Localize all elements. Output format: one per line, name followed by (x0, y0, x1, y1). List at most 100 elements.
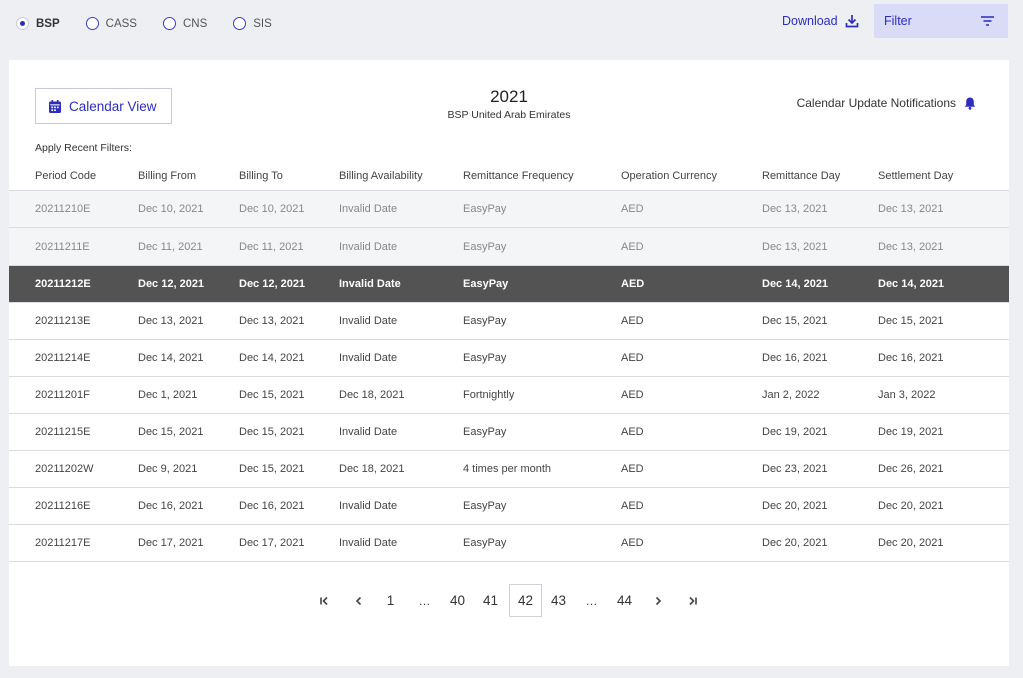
radio-circle (233, 17, 247, 30)
next-page-button[interactable] (648, 584, 668, 617)
table-cell: 20211210E (35, 203, 91, 215)
table-cell: AED (621, 500, 644, 512)
table-cell: 20211211E (35, 240, 90, 253)
table-cell: Dec 13, 2021 (762, 203, 828, 215)
table-row[interactable]: 20211210E Dec 10, 2021 Dec 10, 2021 Invalid… (9, 191, 1009, 228)
table-row[interactable]: 20211214E Dec 14, 2021 Dec 14, 2021 Invalid… (9, 340, 1009, 377)
table-cell: Dec 17, 2021 (239, 537, 305, 549)
radio-label: SIS (253, 17, 272, 30)
calendar-view-button[interactable]: Calendar View (35, 88, 172, 124)
filter-icon (981, 16, 994, 26)
table-cell: Dec 15, 2021 (239, 426, 305, 438)
system-radio-group: BSP CASS CNS SIS (16, 17, 298, 30)
page-button-current[interactable]: 42 (509, 584, 542, 617)
table-cell: EasyPay (463, 278, 509, 290)
table-body: 20211210E Dec 10, 2021 Dec 10, 2021 Invalid… (9, 191, 1009, 562)
page-button[interactable]: 41 (482, 593, 499, 608)
table-cell: Jan 2, 2022 (762, 389, 820, 401)
radio-circle (85, 17, 99, 30)
table-cell: Dec 11, 2021 (239, 240, 304, 253)
table-row[interactable]: 20211213E Dec 13, 2021 Dec 13, 2021 Invalid… (9, 303, 1009, 340)
table-cell: Dec 16, 2021 (878, 352, 944, 364)
table-cell: Dec 13, 2021 (239, 315, 305, 327)
table-cell: AED (621, 352, 644, 364)
page-button[interactable]: 43 (550, 593, 567, 608)
table-cell: Dec 14, 2021 (138, 352, 204, 364)
table-cell: Dec 15, 2021 (878, 315, 944, 327)
table-cell: EasyPay (463, 426, 507, 438)
table-cell: Invalid Date (339, 500, 398, 512)
table-cell: Dec 20, 2021 (762, 500, 828, 512)
table-cell: Dec 9, 2021 (138, 463, 198, 475)
page-button[interactable]: 40 (449, 593, 466, 608)
table-cell: Dec 13, 2021 (878, 203, 944, 215)
bell-icon (964, 97, 976, 110)
page-button[interactable]: 1 (386, 593, 395, 608)
table-row[interactable]: 20211212E Dec 12, 2021 Dec 12, 2021 Invalid… (9, 266, 1009, 303)
table-cell: Invalid Date (339, 426, 398, 438)
table-cell: Dec 1, 2021 (138, 389, 198, 401)
calendar-view-label: Calendar View (69, 98, 157, 114)
download-icon (845, 15, 858, 28)
column-header[interactable]: Remittance Frequency (463, 170, 574, 182)
column-header[interactable]: Billing To (239, 170, 283, 182)
radio-cns[interactable]: CNS (162, 17, 208, 30)
table-cell: EasyPay (463, 500, 507, 512)
column-header[interactable]: Billing From (138, 170, 197, 182)
column-header[interactable]: Period Code (35, 170, 97, 182)
table-cell: 20211215E (35, 426, 91, 438)
previous-page-button[interactable] (349, 584, 369, 617)
table-cell: Dec 13, 2021 (138, 315, 204, 327)
table-cell: Dec 20, 2021 (878, 537, 944, 549)
table-cell: 20211214E (35, 352, 91, 364)
table-cell: EasyPay (463, 240, 507, 253)
table-row[interactable]: 20211217E Dec 17, 2021 Dec 17, 2021 Invalid… (9, 525, 1009, 562)
radio-label: CNS (182, 17, 208, 30)
table-cell: Dec 13, 2021 (762, 240, 828, 253)
column-header[interactable]: Remittance Day (762, 170, 841, 182)
last-page-icon (689, 596, 697, 605)
apply-recent-filters-label: Apply Recent Filters: (35, 142, 132, 154)
download-label: Download (782, 14, 838, 28)
download-button[interactable]: Download (782, 12, 859, 30)
column-header[interactable]: Settlement Day (878, 170, 954, 182)
table-row[interactable]: 20211216E Dec 16, 2021 Dec 16, 2021 Invalid… (9, 488, 1009, 525)
table-cell: Dec 15, 2021 (138, 426, 204, 438)
table-cell: 20211213E (35, 315, 91, 327)
table-cell: 20211202W (35, 463, 94, 475)
column-header[interactable]: Billing Availability (339, 170, 423, 182)
last-page-button[interactable] (683, 584, 703, 617)
column-header[interactable]: Operation Currency (621, 170, 717, 182)
table-cell: 20211212E (35, 278, 91, 290)
table-cell: 4 times per month (463, 463, 552, 475)
table-cell: Invalid Date (339, 315, 398, 327)
radio-cass[interactable]: CASS (85, 17, 137, 30)
page-button[interactable]: 44 (616, 593, 633, 608)
filter-button[interactable]: Filter (874, 4, 1008, 38)
chevron-left-icon (355, 596, 362, 605)
table-cell: Dec 15, 2021 (239, 389, 305, 401)
table-cell: EasyPay (463, 315, 507, 327)
table-row[interactable]: 20211201F Dec 1, 2021 Dec 15, 2021 Dec 18, … (9, 377, 1009, 414)
table-cell: Dec 14, 2021 (762, 278, 829, 290)
table-cell: Dec 16, 2021 (762, 352, 828, 364)
table-cell: AED (621, 315, 644, 327)
radio-circle (16, 17, 29, 30)
table-row[interactable]: 20211215E Dec 15, 2021 Dec 15, 2021 Invalid… (9, 414, 1009, 451)
table-cell: Invalid Date (339, 203, 398, 215)
table-cell: Dec 16, 2021 (239, 500, 305, 512)
first-page-button[interactable] (314, 584, 334, 617)
radio-bsp[interactable]: BSP (16, 17, 60, 30)
radio-sis[interactable]: SIS (233, 17, 272, 30)
table-cell: Dec 19, 2021 (762, 426, 828, 438)
table-cell: Dec 26, 2021 (878, 463, 944, 475)
table-cell: AED (621, 537, 644, 549)
radio-circle (162, 17, 176, 30)
table-row[interactable]: 20211202W Dec 9, 2021 Dec 15, 2021 Dec 18, … (9, 451, 1009, 488)
filter-label: Filter (884, 14, 912, 28)
calendar-update-notifications[interactable]: Calendar Update Notifications (797, 96, 976, 110)
table-cell: Dec 14, 2021 (239, 352, 305, 364)
pagination-ellipsis: … (585, 593, 598, 608)
table-cell: Dec 18, 2021 (339, 463, 405, 475)
table-row[interactable]: 20211211E Dec 11, 2021 Dec 11, 2021 Invalid… (9, 228, 1009, 266)
